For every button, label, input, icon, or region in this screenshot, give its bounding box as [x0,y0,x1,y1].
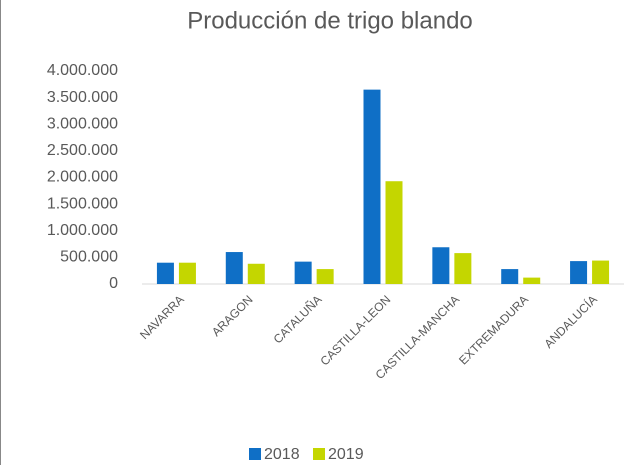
bar [501,269,519,284]
y-tick-label: 0 [109,275,118,292]
legend-label: 2019 [328,446,364,463]
legend-swatch [313,448,325,460]
bar [454,253,472,284]
y-tick-label: 2.000.000 [47,169,118,186]
bar [316,269,334,284]
bar [385,181,403,284]
bar [592,260,610,284]
x-tick-label: NAVARRA [137,292,187,342]
y-tick-label: 3.000.000 [47,115,118,132]
y-tick-label: 500.000 [60,249,118,266]
y-tick-label: 3.500.000 [47,89,118,106]
y-tick-label: 1.000.000 [47,222,118,239]
x-tick-label: ARAGON [209,292,256,339]
x-tick-label: CASTILLA-LEON [317,292,393,368]
y-tick-label: 1.500.000 [47,195,118,212]
x-tick-label: CATALUÑA [271,292,325,346]
bar [225,252,243,284]
bar [247,263,265,284]
bar [294,261,312,284]
bar [570,261,588,284]
bar [363,89,381,284]
x-tick-label: ANDALUCÍA [541,292,600,351]
bar [156,262,174,284]
legend-label: 2018 [264,446,300,463]
chart-title: Producción de trigo blando [187,7,473,34]
bar [178,262,196,284]
bar [523,277,541,284]
y-tick-label: 4.000.000 [47,62,118,79]
x-tick-label: EXTREMADURA [456,292,531,367]
legend-swatch [249,448,261,460]
bar [432,247,450,284]
y-tick-label: 2.500.000 [47,142,118,159]
